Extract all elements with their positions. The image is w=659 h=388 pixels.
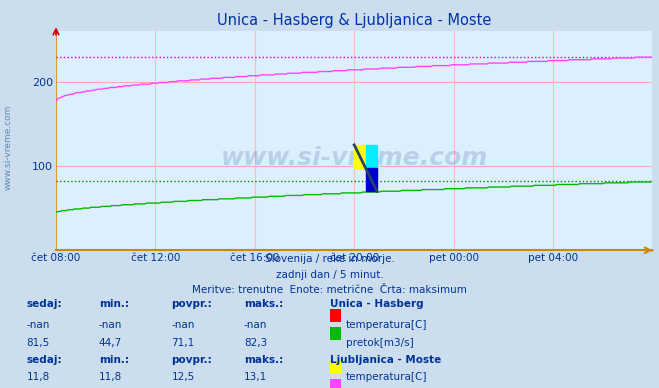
Text: temperatura[C]: temperatura[C]	[346, 320, 428, 330]
Text: -nan: -nan	[244, 320, 267, 330]
Text: 12,5: 12,5	[171, 372, 194, 383]
Text: maks.:: maks.:	[244, 299, 283, 309]
Text: zadnji dan / 5 minut.: zadnji dan / 5 minut.	[275, 270, 384, 280]
Text: -nan: -nan	[171, 320, 194, 330]
Title: Unica - Hasberg & Ljubljanica - Moste: Unica - Hasberg & Ljubljanica - Moste	[217, 14, 492, 28]
Text: www.si-vreme.com: www.si-vreme.com	[221, 146, 488, 170]
Text: 71,1: 71,1	[171, 338, 194, 348]
Bar	[366, 168, 377, 191]
Text: -nan: -nan	[99, 320, 122, 330]
Text: 82,3: 82,3	[244, 338, 267, 348]
Text: www.si-vreme.com: www.si-vreme.com	[4, 105, 13, 190]
Text: Meritve: trenutne  Enote: metrične  Črta: maksimum: Meritve: trenutne Enote: metrične Črta: …	[192, 285, 467, 295]
Text: sedaj:: sedaj:	[26, 299, 62, 309]
Text: povpr.:: povpr.:	[171, 355, 212, 365]
Text: povpr.:: povpr.:	[171, 299, 212, 309]
Bar	[355, 145, 366, 168]
Text: pretok[m3/s]: pretok[m3/s]	[346, 338, 414, 348]
Text: temperatura[C]: temperatura[C]	[346, 372, 428, 383]
Text: 81,5: 81,5	[26, 338, 49, 348]
Text: 11,8: 11,8	[26, 372, 49, 383]
Text: Ljubljanica - Moste: Ljubljanica - Moste	[330, 355, 441, 365]
Text: maks.:: maks.:	[244, 355, 283, 365]
Text: min.:: min.:	[99, 299, 129, 309]
Bar	[366, 145, 377, 168]
Text: 11,8: 11,8	[99, 372, 122, 383]
Text: -nan: -nan	[26, 320, 49, 330]
Text: Unica - Hasberg: Unica - Hasberg	[330, 299, 423, 309]
Text: sedaj:: sedaj:	[26, 355, 62, 365]
Text: Slovenija / reke in morje.: Slovenija / reke in morje.	[264, 254, 395, 264]
Text: 13,1: 13,1	[244, 372, 267, 383]
Text: 44,7: 44,7	[99, 338, 122, 348]
Text: min.:: min.:	[99, 355, 129, 365]
